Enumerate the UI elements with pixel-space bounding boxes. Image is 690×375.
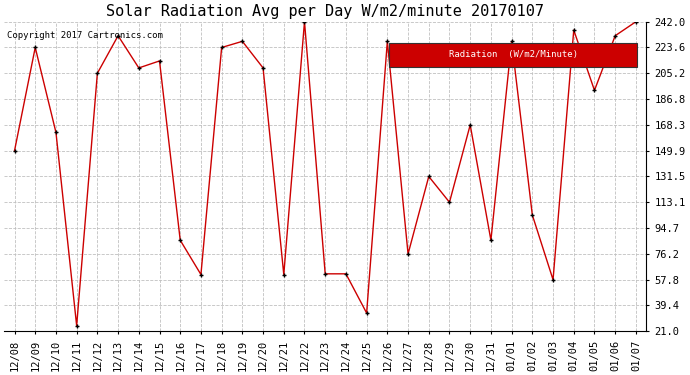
Text: Copyright 2017 Cartronics.com: Copyright 2017 Cartronics.com [8,31,164,40]
Title: Solar Radiation Avg per Day W/m2/minute 20170107: Solar Radiation Avg per Day W/m2/minute … [106,4,544,19]
Text: Radiation  (W/m2/Minute): Radiation (W/m2/Minute) [448,51,578,60]
FancyBboxPatch shape [389,44,637,67]
